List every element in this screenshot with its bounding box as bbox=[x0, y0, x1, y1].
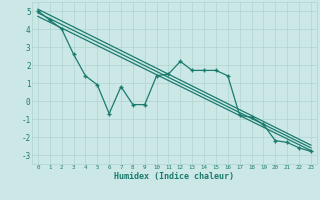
X-axis label: Humidex (Indice chaleur): Humidex (Indice chaleur) bbox=[115, 172, 234, 181]
